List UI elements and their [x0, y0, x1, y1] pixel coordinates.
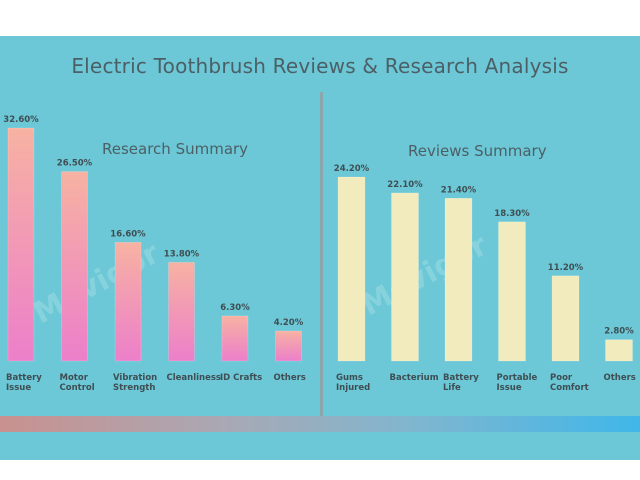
- research-category-label-1: Motor Control: [60, 373, 95, 393]
- research-bar-5: [275, 330, 302, 362]
- research-value-label-0: 32.60%: [3, 115, 39, 125]
- research-category-label-3: Cleanliness: [167, 373, 221, 383]
- reviews-value-label-4: 11.20%: [548, 263, 584, 273]
- research-value-label-4: 6.30%: [220, 303, 250, 313]
- reviews-category-label-1: Bacterium: [390, 373, 439, 383]
- reviews-category-label-3: Portable Issue: [497, 373, 538, 393]
- reviews-bar-1: [391, 192, 419, 362]
- reviews-category-label-4: Poor Comfort: [550, 373, 589, 393]
- research-bar-2: [114, 242, 142, 362]
- reviews-summary-title: Reviews Summary: [408, 142, 547, 160]
- research-bar-0: [7, 127, 35, 362]
- reviews-bar-4: [551, 275, 580, 362]
- bar-charts: 32.60% Battery Issue 26.50% Motor Control 16.6…: [3, 115, 636, 393]
- research-value-label-1: 26.50%: [57, 159, 93, 169]
- research-category-label-4: ID Crafts: [220, 373, 262, 383]
- research-summary-title: Research Summary: [102, 140, 249, 158]
- reviews-bar-3: [498, 221, 526, 362]
- research-category-label-2: Vibration Strength: [113, 373, 157, 393]
- research-bar-4: [221, 315, 249, 362]
- reviews-value-label-5: 2.80%: [604, 327, 634, 337]
- reviews-value-label-1: 22.10%: [387, 180, 423, 190]
- reviews-category-label-2: Battery Life: [443, 373, 479, 393]
- decorative-gradient-band: [0, 416, 640, 432]
- research-category-label-5: Others: [274, 373, 306, 383]
- research-value-label-2: 16.60%: [110, 229, 146, 239]
- reviews-category-label-0: Gums Injured: [336, 373, 370, 393]
- research-summary-chart: 32.60% Battery Issue 26.50% Motor Control 16.6…: [3, 115, 306, 393]
- research-bar-3: [168, 262, 195, 362]
- reviews-value-label-0: 24.20%: [334, 164, 370, 174]
- panel-divider: [320, 92, 323, 416]
- research-category-label-0: Battery Issue: [6, 373, 42, 393]
- slide-background: Electric Toothbrush Reviews & Research A…: [0, 36, 640, 460]
- reviews-bar-0: [337, 176, 366, 362]
- research-bar-1: [61, 171, 88, 362]
- reviews-value-label-2: 21.40%: [441, 185, 477, 195]
- research-value-label-5: 4.20%: [274, 318, 304, 328]
- reviews-summary-chart: 24.20% Gums Injured 22.10% Bacterium 21.40% Ba…: [334, 164, 636, 393]
- reviews-bar-2: [444, 198, 473, 362]
- chart-title: Electric Toothbrush Reviews & Research A…: [71, 54, 569, 78]
- reviews-category-label-5: Others: [604, 373, 636, 383]
- research-value-label-3: 13.80%: [164, 249, 200, 259]
- reviews-bar-5: [605, 339, 633, 362]
- reviews-value-label-3: 18.30%: [494, 209, 530, 219]
